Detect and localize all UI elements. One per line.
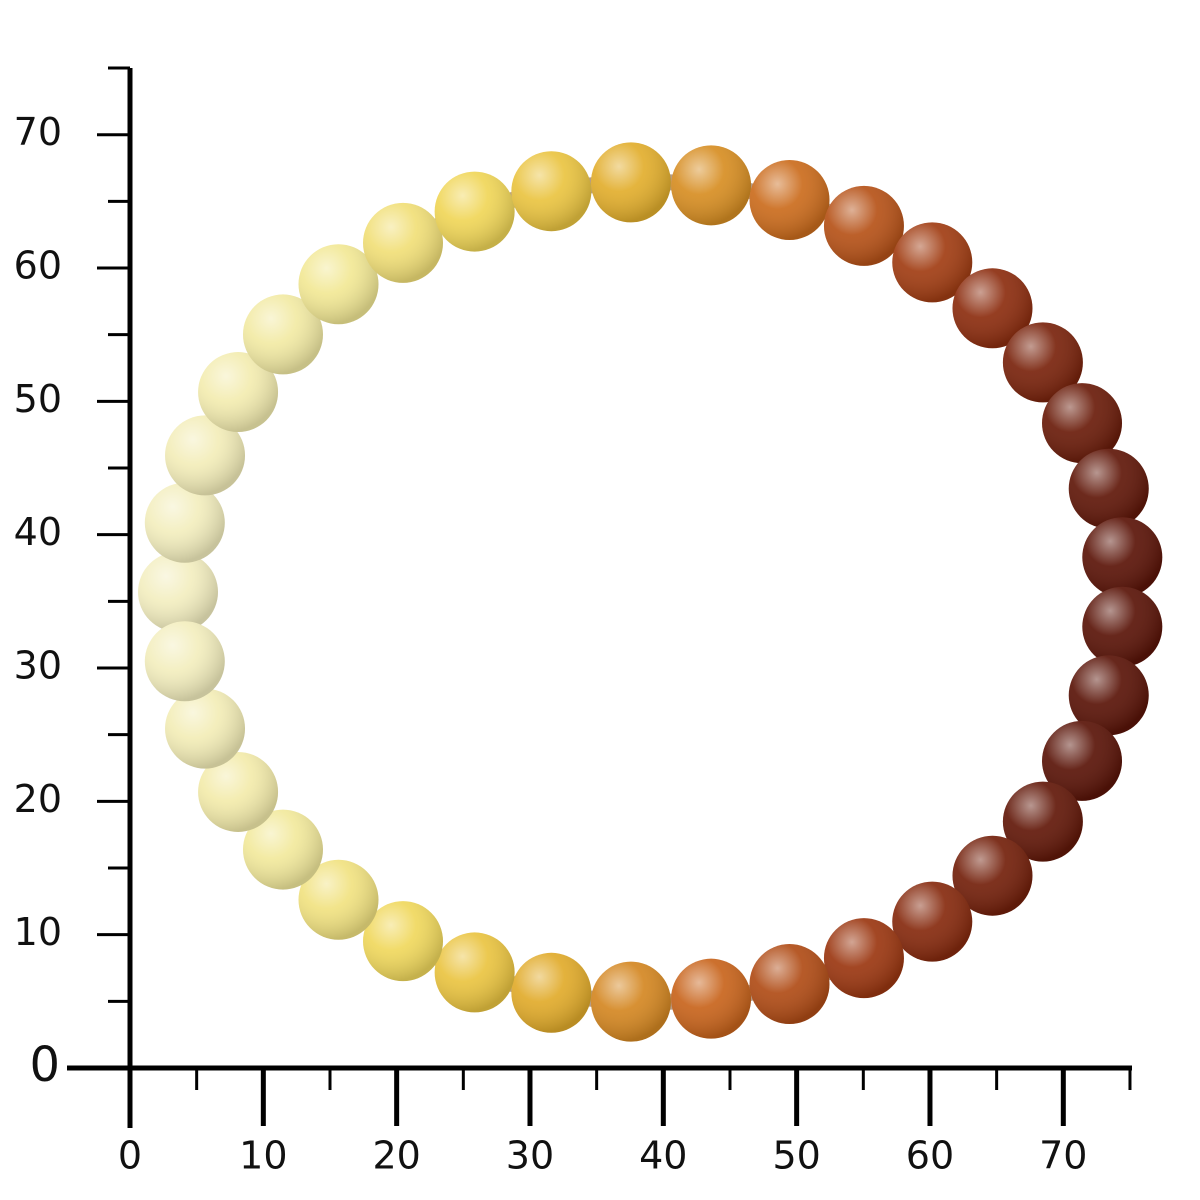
bead-gloss bbox=[363, 901, 444, 982]
bead-gloss bbox=[138, 552, 218, 632]
bead-gloss bbox=[749, 159, 830, 240]
x-tick-label: 50 bbox=[772, 1134, 820, 1178]
bead-gloss bbox=[165, 688, 246, 769]
bead-gloss bbox=[671, 145, 752, 226]
bead-gloss bbox=[1082, 517, 1163, 598]
bead-gloss bbox=[1002, 781, 1083, 862]
x-tick-label: 30 bbox=[506, 1134, 554, 1178]
y-tick-label: 70 bbox=[14, 110, 62, 154]
y-tick-label: 10 bbox=[14, 910, 62, 954]
bead-gloss bbox=[892, 222, 973, 303]
y-tick-label: 20 bbox=[14, 777, 62, 821]
bead-gloss bbox=[1082, 586, 1163, 667]
bead-gloss bbox=[590, 142, 671, 223]
bead-gloss bbox=[198, 751, 279, 832]
bead-gloss bbox=[823, 918, 904, 999]
bead-gloss bbox=[242, 294, 323, 375]
bead-gloss bbox=[1002, 322, 1083, 403]
x-tick-label: 0 bbox=[118, 1134, 142, 1178]
y-tick-label: 0 bbox=[29, 1037, 60, 1093]
bead-gloss bbox=[165, 415, 246, 496]
bead-gloss bbox=[298, 859, 379, 940]
bead-gloss bbox=[749, 944, 830, 1025]
x-tick-label: 60 bbox=[906, 1134, 954, 1178]
bead-gloss bbox=[511, 952, 592, 1033]
bead-gloss bbox=[1068, 655, 1149, 736]
x-tick-label: 20 bbox=[372, 1134, 420, 1178]
bead-gloss bbox=[144, 482, 225, 563]
bead-gloss bbox=[892, 881, 973, 962]
bead-gloss bbox=[671, 958, 752, 1039]
bead-gloss bbox=[242, 809, 323, 890]
x-tick-label: 70 bbox=[1039, 1134, 1087, 1178]
bead-gloss bbox=[1068, 448, 1149, 529]
bead-gloss bbox=[590, 961, 671, 1042]
bead-gloss bbox=[952, 268, 1033, 349]
x-tick-label: 10 bbox=[239, 1134, 287, 1178]
bead-gloss bbox=[511, 151, 592, 232]
bead-gloss bbox=[434, 171, 515, 252]
y-tick-label: 60 bbox=[14, 244, 62, 288]
x-tick-label: 40 bbox=[639, 1134, 687, 1178]
bead-gloss bbox=[434, 932, 515, 1013]
bead-gloss bbox=[823, 185, 904, 266]
y-tick-label: 40 bbox=[14, 510, 62, 554]
ticks: 0 10 20 30 40 50 60 70 0 10 20 30 40 50 60 70 bbox=[14, 66, 1132, 1178]
bead-gloss bbox=[144, 621, 225, 702]
bead-gloss bbox=[363, 202, 444, 283]
y-tick-label: 50 bbox=[14, 377, 62, 421]
y-tick-label: 30 bbox=[14, 644, 62, 688]
bead-gloss bbox=[298, 244, 379, 325]
bead-gloss bbox=[1042, 383, 1123, 464]
bead-gloss bbox=[952, 835, 1033, 916]
bead-gloss bbox=[1042, 720, 1123, 801]
bracelet bbox=[138, 142, 1163, 1042]
bead-gloss bbox=[198, 352, 279, 433]
